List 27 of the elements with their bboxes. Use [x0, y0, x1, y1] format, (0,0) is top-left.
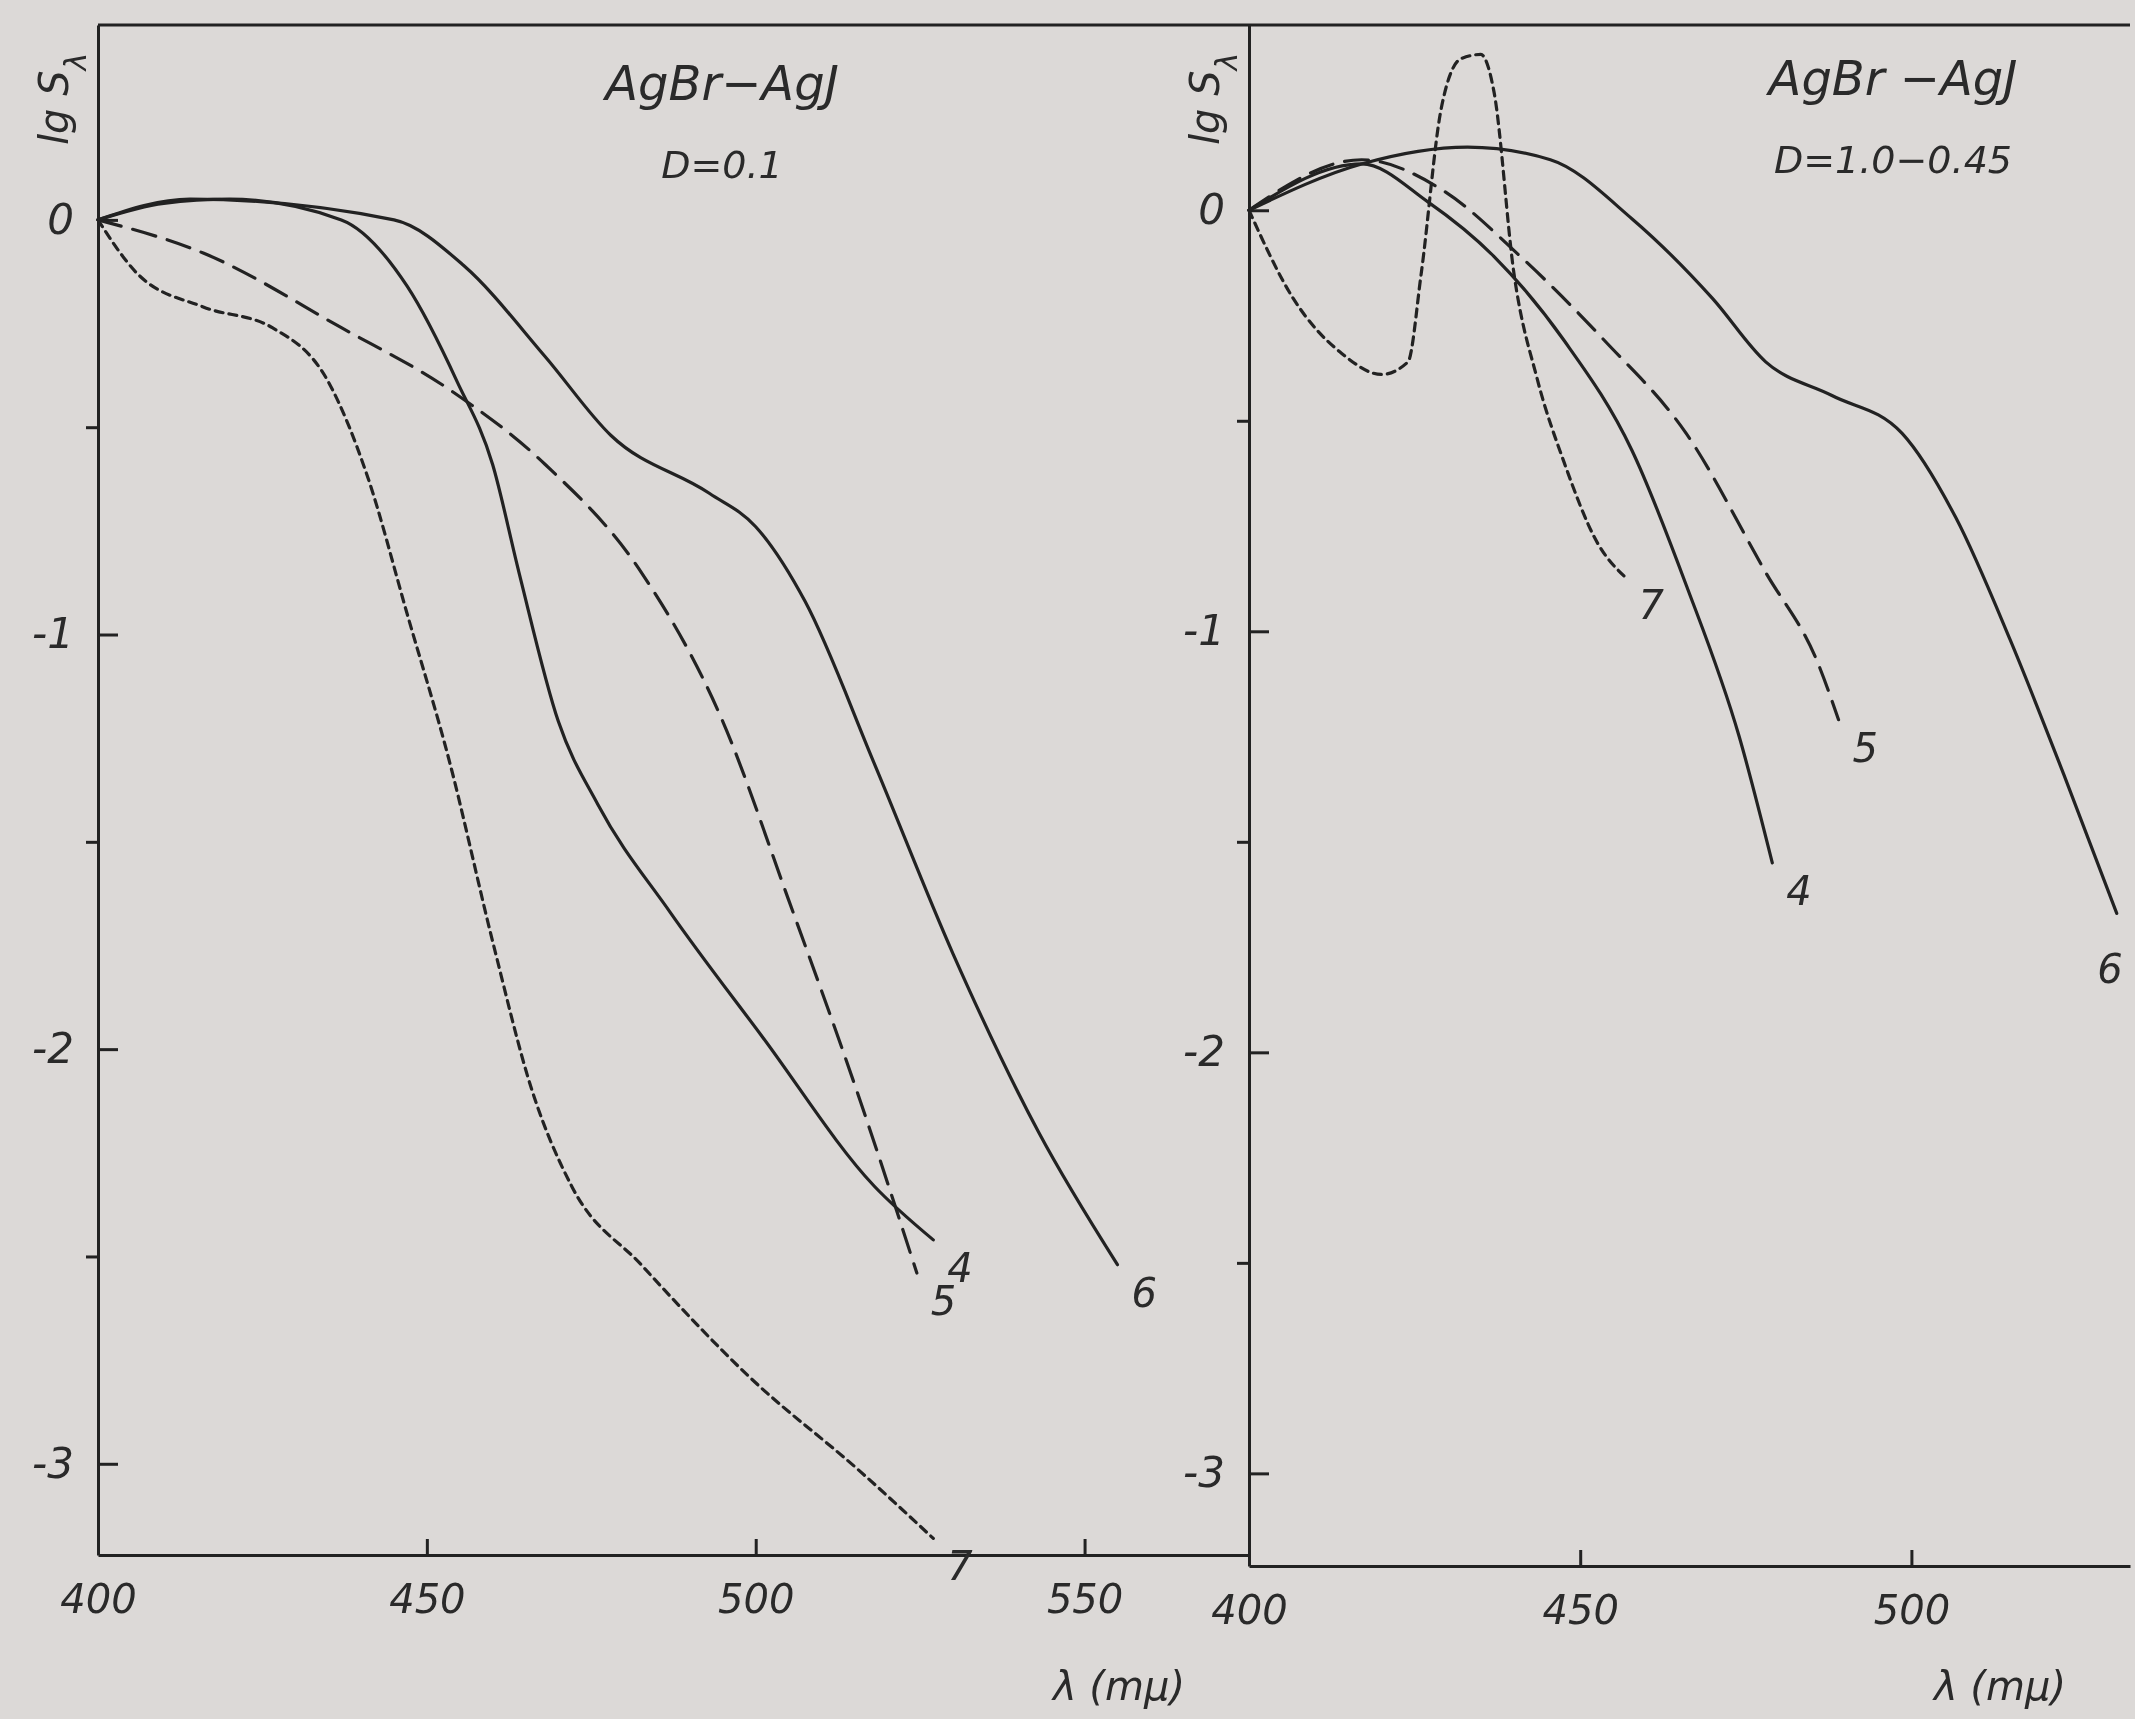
- text: D=0.1: [661, 143, 783, 187]
- series-label: 7: [947, 1543, 974, 1590]
- y-tick-label: 0: [1198, 185, 1225, 235]
- y-tick-label: -1: [1183, 606, 1225, 656]
- y-tick-label: -2: [32, 1024, 74, 1074]
- y-tick-label: -3: [32, 1438, 74, 1488]
- y-tick-label: 0: [47, 194, 74, 244]
- series-label: 6: [1131, 1269, 1157, 1316]
- series-label: 6: [2097, 946, 2123, 993]
- series-label: 7: [1638, 581, 1665, 628]
- y-tick-label: -1: [32, 609, 74, 659]
- x-axis-title: λ (mμ): [1050, 1663, 1186, 1709]
- x-tick-label: 550: [1046, 1576, 1124, 1623]
- x-tick-label: 450: [389, 1576, 466, 1623]
- x-tick-label: 500: [1873, 1587, 1951, 1634]
- x-tick-label: 450: [1542, 1587, 1619, 1634]
- x-tick-label: 400: [60, 1576, 137, 1623]
- text: AgBr −AgJ: [1765, 50, 2018, 106]
- x-tick-label: 500: [718, 1576, 795, 1623]
- series-label: 4: [1786, 867, 1812, 914]
- series-label: 5: [1852, 724, 1878, 771]
- text: D=1.0−0.45: [1774, 138, 2012, 182]
- y-tick-label: -3: [1183, 1448, 1225, 1498]
- x-tick-label: 400: [1211, 1587, 1288, 1634]
- x-axis-title: λ (mμ): [1931, 1663, 2067, 1709]
- text: AgBr−AgJ: [602, 55, 839, 111]
- y-tick-label: -2: [1183, 1027, 1225, 1077]
